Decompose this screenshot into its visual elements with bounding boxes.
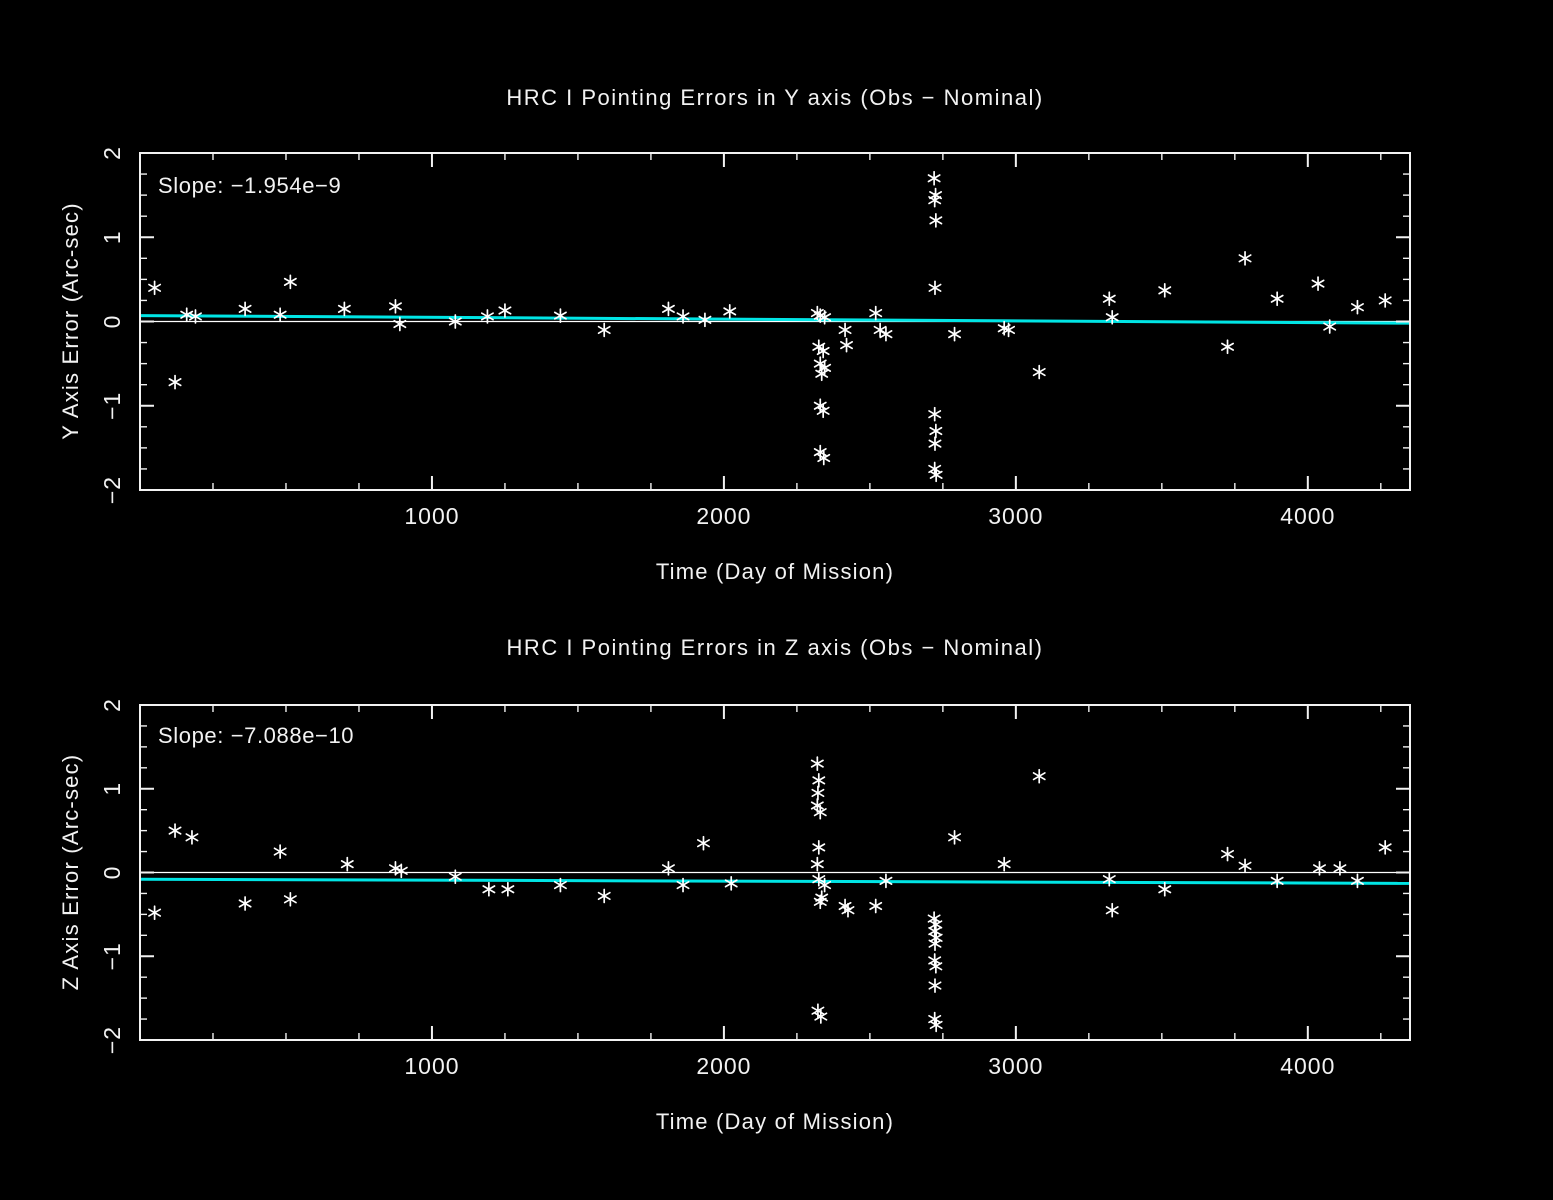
svg-text:1000: 1000 xyxy=(404,503,459,529)
svg-text:3000: 3000 xyxy=(988,503,1043,529)
svg-text:2: 2 xyxy=(99,146,125,160)
svg-text:−1: −1 xyxy=(99,392,125,420)
x-axis-label: Time (Day of Mission) xyxy=(656,1109,894,1134)
plot-dynamic-z: 1000 2000 3000 4000 −2 −1 0 1 2 xyxy=(99,698,1411,1079)
svg-text:−1: −1 xyxy=(99,942,125,970)
svg-text:2000: 2000 xyxy=(696,503,751,529)
svg-text:0: 0 xyxy=(99,866,125,880)
slope-annotation: Slope: −7.088e−10 xyxy=(158,723,354,748)
slope-annotation: Slope: −1.954e−9 xyxy=(158,173,341,198)
svg-text:−2: −2 xyxy=(99,1026,125,1054)
svg-text:4000: 4000 xyxy=(1280,503,1335,529)
plot-dynamic-y: 1000 2000 3000 4000 −2 −1 0 1 2 xyxy=(99,146,1411,529)
svg-text:1: 1 xyxy=(99,230,125,244)
svg-text:−2: −2 xyxy=(99,476,125,504)
svg-text:2: 2 xyxy=(99,698,125,712)
svg-text:2000: 2000 xyxy=(696,1053,751,1079)
y-axis-label: Z Axis Error (Arc-sec) xyxy=(58,754,83,991)
x-axis-label: Time (Day of Mission) xyxy=(656,559,894,584)
chart-y-axis-errors: 1000 2000 3000 4000 −2 −1 0 1 2 HRC I Pointing E… xyxy=(58,85,1411,584)
svg-text:4000: 4000 xyxy=(1280,1053,1335,1079)
svg-text:1000: 1000 xyxy=(404,1053,459,1079)
svg-text:0: 0 xyxy=(99,315,125,329)
svg-text:1: 1 xyxy=(99,782,125,796)
chart-z-axis-errors: 1000 2000 3000 4000 −2 −1 0 1 2 HRC I Pointing E… xyxy=(58,635,1411,1134)
svg-text:3000: 3000 xyxy=(988,1053,1043,1079)
chart-title: HRC I Pointing Errors in Z axis (Obs − N… xyxy=(507,635,1044,660)
y-axis-label: Y Axis Error (Arc-sec) xyxy=(58,202,83,439)
chart-title: HRC I Pointing Errors in Y axis (Obs − N… xyxy=(506,85,1043,110)
